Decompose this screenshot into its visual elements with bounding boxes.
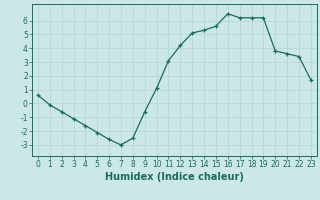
X-axis label: Humidex (Indice chaleur): Humidex (Indice chaleur) bbox=[105, 172, 244, 182]
